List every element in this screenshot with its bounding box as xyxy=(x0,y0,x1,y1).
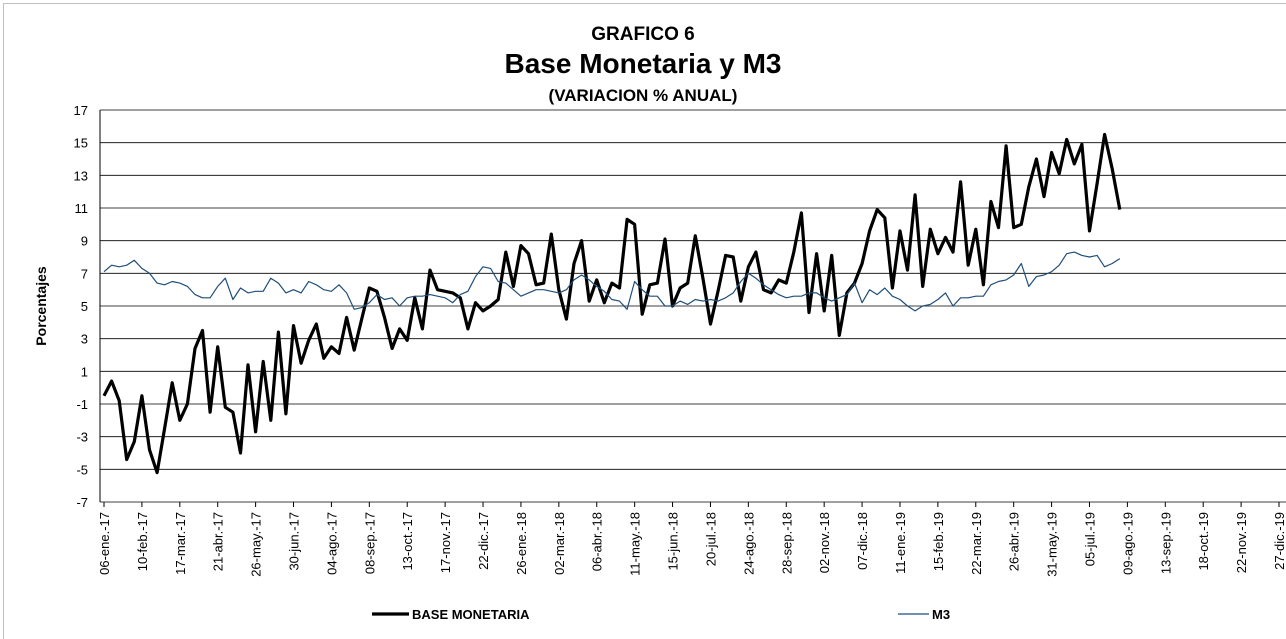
x-tick-label: 02-mar.-18 xyxy=(552,512,567,575)
x-tick-label: 26-abr.-19 xyxy=(1007,512,1022,571)
x-tick-label: 02-nov.-18 xyxy=(817,512,832,573)
y-tick-label: -7 xyxy=(76,495,88,510)
x-tick-label: 26-may.-17 xyxy=(249,512,264,577)
y-tick-label: -1 xyxy=(76,397,88,412)
x-tick-label: 06-ene.-17 xyxy=(97,512,112,575)
x-tick-label: 15-feb.-19 xyxy=(931,512,946,571)
x-tick-label: 06-abr.-18 xyxy=(590,512,605,571)
x-tick-label: 07-dic.-18 xyxy=(855,512,870,570)
chart-subtitle: (VARIACION % ANUAL) xyxy=(549,86,738,105)
y-tick-label: 11 xyxy=(75,201,89,216)
y-tick-label: 15 xyxy=(74,136,88,151)
x-tick-label: 15-jun.-18 xyxy=(666,512,681,571)
x-tick-label: 31-may.-19 xyxy=(1045,512,1060,577)
x-tick-label: 04-ago.-17 xyxy=(324,512,339,575)
x-tick-label: 13-sep.-19 xyxy=(1158,512,1173,574)
x-tick-label: 22-mar.-19 xyxy=(969,512,984,575)
x-tick-label: 28-sep.-18 xyxy=(779,512,794,574)
y-tick-label: -5 xyxy=(76,462,88,477)
x-tick-label: 18-oct.-19 xyxy=(1196,512,1211,571)
x-tick-label: 13-oct.-17 xyxy=(400,512,415,571)
x-tick-label: 24-ago.-18 xyxy=(741,512,756,575)
chart-title: GRAFICO 6 xyxy=(591,24,694,45)
y-tick-label: 7 xyxy=(81,266,88,281)
x-tick-label: 10-feb.-17 xyxy=(135,512,150,571)
x-tick-label: 21-abr.-17 xyxy=(211,512,226,571)
y-tick-label: 13 xyxy=(74,168,88,183)
legend-label: M3 xyxy=(932,607,950,622)
x-tick-label: 30-jun.-17 xyxy=(287,512,302,571)
x-tick-label: 22-nov.-19 xyxy=(1234,512,1249,573)
x-tick-label: 09-ago.-19 xyxy=(1120,512,1135,575)
x-tick-label: 11-may.-18 xyxy=(628,512,643,576)
x-tick-label: 17-nov.-17 xyxy=(438,512,453,573)
legend-label: BASE MONETARIA xyxy=(412,607,530,622)
x-tick-label: 20-jul.-18 xyxy=(703,512,718,566)
x-tick-label: 22-dic.-17 xyxy=(476,512,491,570)
y-tick-label: 9 xyxy=(81,234,88,249)
y-axis-label: Porcentajes xyxy=(33,266,49,346)
y-tick-label: 17 xyxy=(74,103,88,118)
y-tick-label: 5 xyxy=(81,299,88,314)
data-line xyxy=(103,251,1121,312)
x-tick-label: 11-ene.-19 xyxy=(893,512,908,574)
chart-subtitle: Base Monetaria y M3 xyxy=(505,48,782,79)
chart-frame xyxy=(3,3,1286,639)
x-tick-label: 05-jul.-19 xyxy=(1082,512,1097,566)
x-tick-label: 08-sep.-17 xyxy=(362,512,377,574)
data-line xyxy=(102,132,1122,475)
x-tick-label: 27-dic.-19 xyxy=(1272,512,1286,570)
x-tick-label: 17-mar.-17 xyxy=(173,512,188,575)
y-tick-label: 1 xyxy=(81,364,88,379)
x-tick-label: 26-ene.-18 xyxy=(514,512,529,575)
y-tick-label: 3 xyxy=(81,332,88,347)
y-tick-label: -3 xyxy=(76,430,88,445)
